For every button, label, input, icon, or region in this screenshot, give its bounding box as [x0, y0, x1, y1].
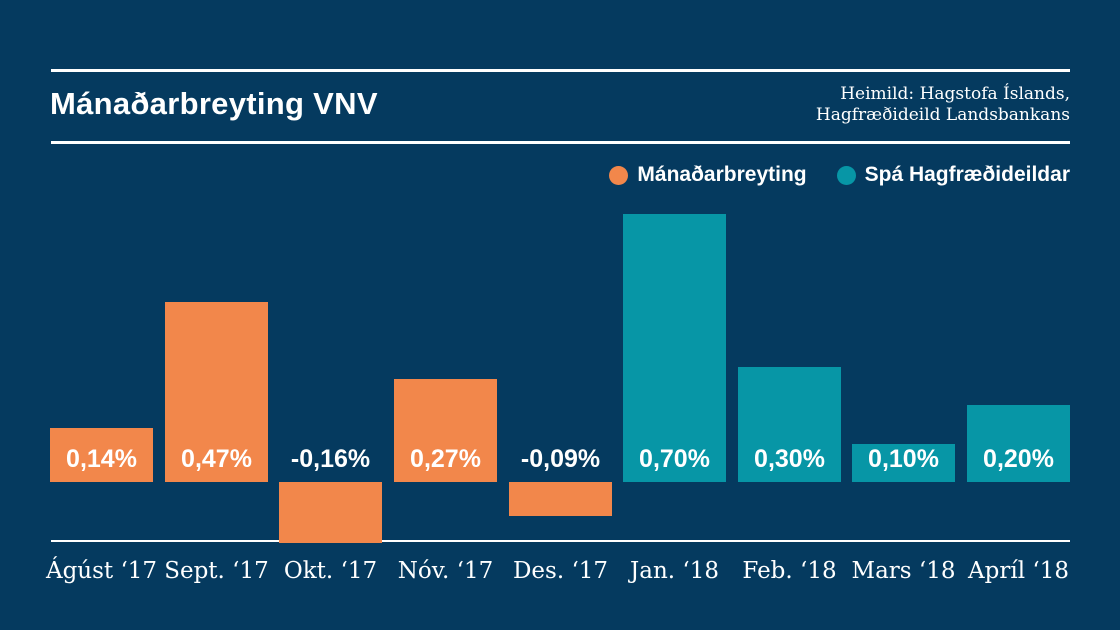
bar-forecast: [967, 405, 1070, 482]
bar-forecast: [738, 367, 841, 482]
bar-actual: [394, 379, 497, 482]
bar-value-label: -0,16%: [290, 445, 371, 473]
bar-value-label: 0,10%: [868, 445, 939, 473]
legend-item-spa-hagfraedideildar: Spá Hagfræðideildar: [836, 163, 1070, 187]
legend-swatch-actual: [609, 165, 629, 185]
bar-forecast: [852, 444, 955, 482]
bar-actual: [165, 302, 268, 482]
x-axis-label: Des. ‘17: [512, 558, 609, 584]
bar-forecast: [623, 214, 726, 482]
header-divider-line: [51, 141, 1070, 144]
x-axis-label: Sept. ‘17: [164, 558, 269, 584]
chart-legend: Mánaðarbreyting Spá Hagfræðideildar: [609, 163, 1070, 187]
bar-actual: [509, 482, 612, 516]
bar-value-label: 0,20%: [983, 445, 1054, 473]
x-axis-label: Jan. ‘18: [630, 558, 719, 584]
source-line-1: Heimild: Hagstofa Íslands,: [840, 84, 1070, 104]
bar-actual: [50, 428, 153, 482]
chart-title: Mánaðarbreyting VNV: [50, 86, 378, 121]
x-axis-label: Nóv. ‘17: [397, 558, 494, 584]
x-axis-label: Feb. ‘18: [742, 558, 837, 584]
source-attribution: Heimild: Hagstofa Íslands, Hagfræðideild…: [816, 84, 1070, 126]
x-axis-label: Okt. ‘17: [283, 558, 378, 584]
legend-swatch-forecast: [836, 165, 856, 185]
bar-value-label: -0,09%: [520, 445, 601, 473]
bar-value-label: 0,47%: [181, 445, 252, 473]
top-divider-line: [51, 69, 1070, 72]
bottom-divider-line: [51, 540, 1070, 542]
bar-value-label: 0,30%: [754, 445, 825, 473]
legend-item-manadarbreyting: Mánaðarbreyting: [609, 163, 807, 187]
source-line-2: Hagfræðideild Landsbankans: [815, 105, 1070, 125]
legend-label: Spá Hagfræðideildar: [864, 163, 1070, 186]
x-axis-label: Ágúst ‘17: [45, 558, 158, 584]
bar-value-label: 0,70%: [639, 445, 710, 473]
bar-value-label: 0,14%: [66, 445, 137, 473]
x-axis-label: Apríl ‘18: [968, 558, 1069, 584]
x-axis-label: Mars ‘18: [851, 558, 956, 584]
legend-label: Mánaðarbreyting: [637, 163, 807, 186]
bar-actual: [279, 482, 382, 543]
plot-area: 0,14% Ágúst ‘17 0,47% Sept. ‘17 -0,16% Okt. ‘…: [46, 0, 1070, 630]
bar-value-label: 0,27%: [410, 445, 481, 473]
